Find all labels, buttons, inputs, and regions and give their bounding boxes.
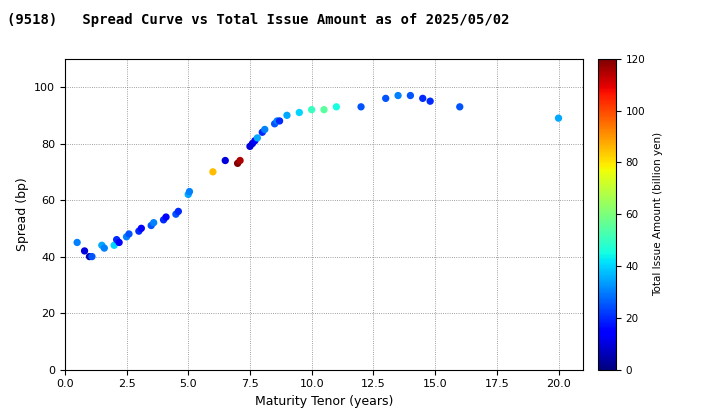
Point xyxy=(111,236,122,243)
Point xyxy=(161,214,172,220)
Point xyxy=(71,239,83,246)
Point xyxy=(113,239,125,246)
Point xyxy=(256,129,268,136)
Point xyxy=(220,157,231,164)
Point xyxy=(247,140,258,147)
Point xyxy=(330,103,342,110)
Point xyxy=(173,208,184,215)
Point xyxy=(158,216,169,223)
Point xyxy=(249,137,261,144)
Point xyxy=(306,106,318,113)
Point xyxy=(269,121,280,127)
Point xyxy=(145,222,157,229)
Y-axis label: Total Issue Amount (billion yen): Total Issue Amount (billion yen) xyxy=(654,132,663,296)
Point xyxy=(182,191,194,198)
Point xyxy=(251,134,263,141)
Point xyxy=(274,118,285,124)
Point xyxy=(148,219,159,226)
Point xyxy=(78,247,90,254)
Point xyxy=(553,115,564,121)
Point xyxy=(259,126,271,133)
Point xyxy=(244,143,256,150)
Point xyxy=(86,253,98,260)
Y-axis label: Spread (bp): Spread (bp) xyxy=(16,177,29,251)
Point xyxy=(294,109,305,116)
Point xyxy=(96,242,107,249)
Text: (9518)   Spread Curve vs Total Issue Amount as of 2025/05/02: (9518) Spread Curve vs Total Issue Amoun… xyxy=(7,13,510,26)
Point xyxy=(109,242,120,249)
Point xyxy=(355,103,366,110)
Point xyxy=(170,211,181,218)
Point xyxy=(207,168,219,175)
X-axis label: Maturity Tenor (years): Maturity Tenor (years) xyxy=(255,395,393,408)
Point xyxy=(99,245,110,252)
Point xyxy=(318,106,330,113)
Point xyxy=(271,118,283,124)
Point xyxy=(424,98,436,105)
Point xyxy=(232,160,243,167)
Point xyxy=(84,253,95,260)
Point xyxy=(184,188,195,195)
Point xyxy=(454,103,466,110)
Point xyxy=(380,95,392,102)
Point xyxy=(123,231,135,237)
Point xyxy=(121,234,132,240)
Point xyxy=(417,95,428,102)
Point xyxy=(392,92,404,99)
Point xyxy=(135,225,147,232)
Point xyxy=(405,92,416,99)
Point xyxy=(133,228,145,234)
Point xyxy=(234,157,246,164)
Point xyxy=(282,112,293,119)
